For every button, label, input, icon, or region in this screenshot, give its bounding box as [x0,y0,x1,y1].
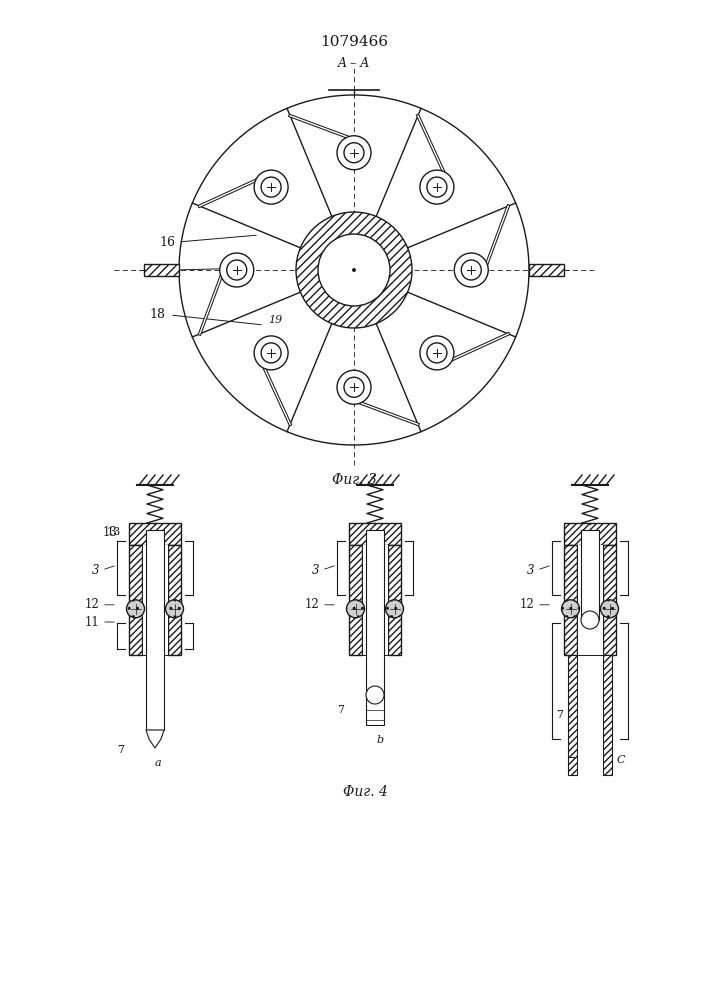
Text: 12: 12 [304,598,319,611]
Text: 13: 13 [107,527,121,537]
Text: 3: 3 [312,564,319,576]
Text: 7: 7 [556,710,563,720]
Text: a: a [155,758,161,768]
Circle shape [344,143,364,163]
Bar [142,545,168,655]
Circle shape [261,343,281,363]
Circle shape [427,343,447,363]
Circle shape [420,170,454,204]
Circle shape [427,177,447,197]
Text: 12: 12 [519,598,534,611]
Circle shape [346,600,365,618]
Bar [362,545,388,655]
Circle shape [420,336,454,370]
Text: 16: 16 [159,235,175,248]
Bar [529,264,564,276]
Bar [144,264,179,276]
Bar [129,545,142,655]
Circle shape [318,234,390,306]
Bar [349,523,401,545]
Circle shape [179,95,529,445]
Circle shape [254,170,288,204]
Bar [388,545,401,655]
Text: 17: 17 [154,263,170,276]
Circle shape [581,611,599,629]
Text: 18: 18 [149,308,165,322]
Circle shape [455,253,489,287]
Bar [366,695,384,725]
Circle shape [352,268,356,272]
Bar [349,545,362,655]
Circle shape [165,600,184,618]
Bar [603,655,612,775]
Circle shape [461,260,481,280]
Circle shape [337,136,371,170]
Polygon shape [146,730,164,748]
Text: 12: 12 [84,598,99,611]
Circle shape [127,600,144,618]
Circle shape [344,377,364,397]
Bar [366,530,384,695]
Text: A – A: A – A [338,57,370,70]
Bar [577,655,603,775]
Bar [168,545,181,655]
Text: 3: 3 [91,564,99,576]
Bar [581,530,599,620]
Bar [564,523,616,545]
Circle shape [600,600,619,618]
Circle shape [561,600,580,618]
Text: 7: 7 [117,745,124,755]
Text: Φиг. 4: Φиг. 4 [343,785,387,799]
Circle shape [261,177,281,197]
Circle shape [337,370,371,404]
Text: C: C [616,755,624,765]
Circle shape [220,253,254,287]
Text: 13: 13 [102,526,117,538]
Bar [564,545,577,655]
Bar [568,655,577,775]
Text: 11: 11 [84,615,99,629]
Bar [129,523,181,545]
Bar [577,545,603,655]
Circle shape [385,600,404,618]
Text: 20: 20 [261,353,275,363]
Circle shape [227,260,247,280]
Circle shape [366,686,384,704]
Text: 5: 5 [369,248,377,261]
Circle shape [254,336,288,370]
Bar [603,545,616,655]
Circle shape [296,212,412,328]
Bar [146,530,164,730]
Text: b: b [376,735,384,745]
Text: 19: 19 [268,315,282,325]
Text: Φиг. 3: Φиг. 3 [332,473,376,487]
Text: 1079466: 1079466 [320,35,388,49]
Text: 7: 7 [337,705,344,715]
Text: 3: 3 [527,564,534,576]
